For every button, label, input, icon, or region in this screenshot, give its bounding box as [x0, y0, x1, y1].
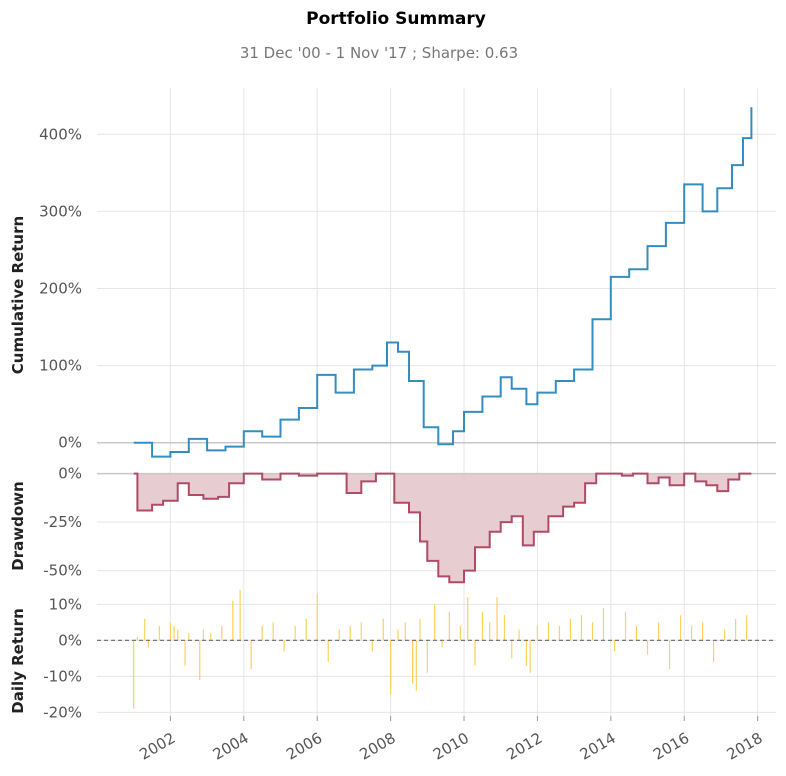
x-tick-label: 2012: [503, 729, 545, 764]
y-tick-label: -20%: [43, 703, 82, 721]
x-tick-label: 2018: [724, 729, 766, 764]
y-tick-label: 400%: [39, 125, 82, 143]
cumulative-return-panel: 0% 100% 200% 300% 400% Cumulative Return: [9, 88, 776, 462]
x-tick-label: 2004: [210, 729, 252, 764]
cumulative-return-line: [133, 107, 753, 458]
y-tick-label: 200%: [39, 279, 82, 297]
y-tick-label: 0%: [58, 465, 82, 483]
y-tick-label: 10%: [49, 595, 82, 613]
y-axis-label: Cumulative Return: [9, 216, 27, 374]
x-axis: 2002 2004 2006 2008 2010 2012 2014 2016 2018: [136, 716, 766, 764]
x-tick-label: 2014: [577, 729, 619, 764]
y-tick-label: 0%: [58, 631, 82, 649]
y-tick-label: -10%: [43, 667, 82, 685]
drawdown-area: [133, 473, 752, 583]
daily-return-panel: 10% 0% -10% -20% Daily Return: [9, 590, 776, 721]
chart-subtitle: 31 Dec '00 - 1 Nov '17 ; Sharpe: 0.63: [240, 44, 518, 62]
x-tick-label: 2016: [650, 729, 692, 764]
x-tick-label: 2010: [430, 729, 472, 764]
x-tick-label: 2002: [136, 729, 178, 764]
x-tick-label: 2008: [357, 729, 399, 764]
y-tick-label: 0%: [58, 434, 82, 452]
y-tick-label: -25%: [43, 513, 82, 531]
y-tick-label: 300%: [39, 202, 82, 220]
y-axis-label: Daily Return: [9, 608, 27, 714]
x-tick-label: 2006: [283, 729, 325, 764]
drawdown-panel: 0% -25% -50% Drawdown: [9, 462, 776, 590]
y-tick-label: -50%: [43, 562, 82, 580]
y-axis-label: Drawdown: [9, 481, 27, 570]
chart-title: Portfolio Summary: [306, 9, 486, 29]
y-tick-label: 100%: [39, 357, 82, 375]
drawdown-line: [133, 472, 752, 584]
